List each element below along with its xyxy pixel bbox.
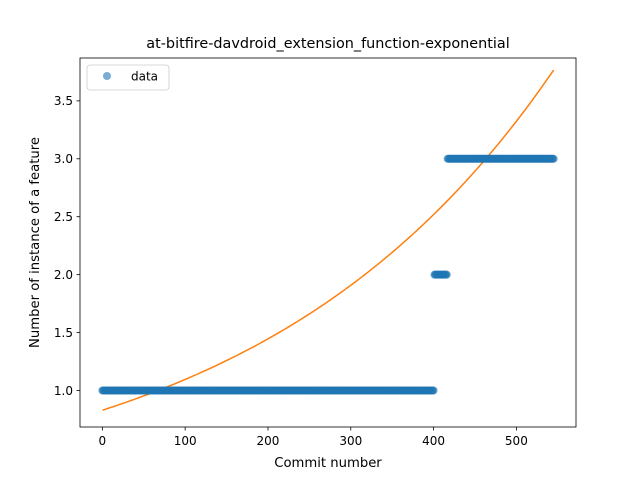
data-point	[549, 154, 558, 163]
x-tick-label: 200	[257, 434, 280, 448]
y-tick-label: 3.5	[54, 94, 73, 108]
fit-curve	[102, 69, 555, 411]
x-tick-label: 100	[174, 434, 197, 448]
y-tick-label: 1.5	[54, 326, 73, 340]
chart-title: at-bitfire-davdroid_extension_function-e…	[146, 36, 509, 52]
x-tick-label: 500	[505, 434, 528, 448]
y-axis-label: Number of instance of a feature	[28, 137, 43, 348]
x-axis-label: Commit number	[274, 456, 382, 471]
data-point	[429, 386, 438, 395]
y-axis-ticks: 1.0 1.5 2.0 2.5 3.0 3.5	[54, 94, 80, 398]
y-tick-label: 2.0	[54, 268, 73, 282]
y-tick-label: 1.0	[54, 384, 73, 398]
legend-label-data: data	[131, 70, 158, 84]
y-tick-label: 2.5	[54, 210, 73, 224]
plot-area	[80, 58, 576, 427]
x-axis-ticks: 0 100 200 300 400 500	[99, 427, 528, 448]
plot-frame	[79, 57, 577, 428]
data-points-layer	[98, 154, 558, 395]
legend: data	[86, 64, 170, 91]
legend-marker-data	[103, 72, 111, 80]
x-tick-label: 0	[99, 434, 107, 448]
legend-box	[86, 64, 170, 91]
data-point	[442, 270, 451, 279]
x-tick-label: 400	[422, 434, 445, 448]
x-tick-label: 300	[339, 434, 362, 448]
y-tick-label: 3.0	[54, 152, 73, 166]
fit-curve-layer	[102, 69, 555, 411]
